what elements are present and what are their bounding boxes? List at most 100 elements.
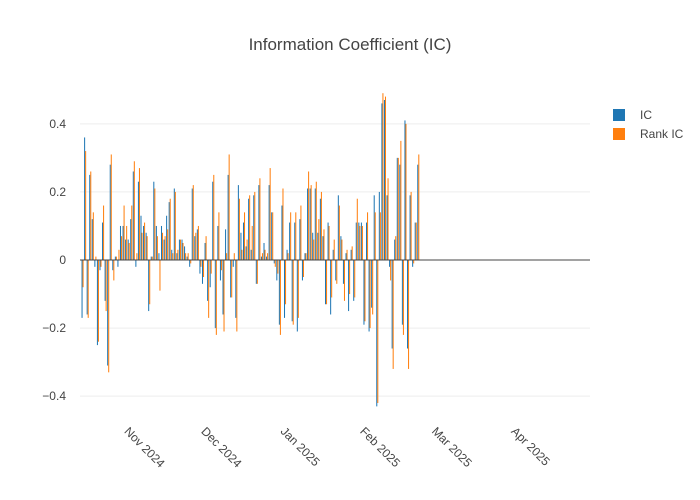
rank-ic-bar[interactable] [382,93,384,260]
ic-bar[interactable] [366,222,368,260]
rank-ic-bar[interactable] [249,195,251,260]
ic-bar[interactable] [276,260,278,281]
rank-ic-bar[interactable] [364,260,366,322]
ic-bar[interactable] [266,256,268,260]
ic-bar[interactable] [255,260,257,284]
rank-ic-bar[interactable] [415,222,417,260]
rank-ic-bar[interactable] [131,205,133,260]
rank-ic-bar[interactable] [410,191,412,260]
ic-bar[interactable] [171,249,173,260]
ic-bar[interactable] [317,232,319,260]
rank-ic-bar[interactable] [285,260,287,305]
rank-ic-bar[interactable] [82,260,84,288]
rank-ic-bar[interactable] [308,171,310,260]
ic-bar[interactable] [109,164,111,260]
ic-bar[interactable] [194,236,196,260]
rank-ic-bar[interactable] [418,154,420,260]
rank-ic-bar[interactable] [320,191,322,260]
ic-bar[interactable] [268,185,270,260]
rank-ic-bar[interactable] [292,260,294,325]
rank-ic-bar[interactable] [367,212,369,260]
rank-ic-bar[interactable] [279,260,281,335]
ic-bar[interactable] [201,260,204,284]
ic-bar[interactable] [301,260,303,281]
legend[interactable]: IC Rank IC [613,108,684,141]
rank-ic-bar[interactable] [251,225,253,260]
ic-bar[interactable] [119,225,122,260]
rank-ic-bar[interactable] [220,260,222,271]
rank-ic-bar[interactable] [203,260,205,278]
rank-ic-bar[interactable] [200,260,202,267]
rank-ic-bar[interactable] [369,260,371,329]
ic-bar[interactable] [242,222,245,260]
rank-ic-bar[interactable] [205,236,207,260]
rank-ic-bar[interactable] [133,161,135,260]
ic-bar[interactable] [148,260,150,312]
rank-ic-bar[interactable] [218,212,220,260]
rank-ic-bar[interactable] [313,239,315,260]
rank-ic-bar[interactable] [238,198,240,260]
rank-ic-bar[interactable] [331,260,333,298]
ic-bar[interactable] [327,222,329,260]
rank-ic-bar[interactable] [343,260,345,301]
rank-ic-bar[interactable] [338,205,340,260]
rank-ic-bar[interactable] [87,260,89,318]
rank-ic-bar[interactable] [128,242,130,260]
ic-bar[interactable] [260,256,262,260]
ic-bar[interactable] [322,236,324,260]
ic-bar[interactable] [335,260,337,281]
ic-bar[interactable] [140,215,142,260]
rank-ic-bar[interactable] [136,253,138,260]
ic-bar[interactable] [299,219,301,260]
rank-ic-bar[interactable] [392,260,394,369]
ic-bar[interactable] [168,202,170,260]
rank-ic-bar[interactable] [361,225,363,260]
ic-bar[interactable] [348,260,350,312]
rank-ic-bar[interactable] [144,222,146,260]
ic-bar[interactable] [250,249,252,260]
ic-bar[interactable] [378,191,380,260]
ic-bar[interactable] [209,260,211,288]
ic-bar[interactable] [376,260,378,407]
rank-ic-bar[interactable] [256,260,258,284]
rank-ic-bar[interactable] [190,260,192,264]
ic-bar[interactable] [319,198,321,260]
ic-bar[interactable] [286,249,288,260]
rank-ic-bar[interactable] [105,260,107,312]
ic-bar[interactable] [381,103,383,260]
ic-bar[interactable] [237,185,239,260]
rank-ic-bar[interactable] [400,140,402,260]
rank-ic-bar[interactable] [174,191,176,260]
rank-ic-bar[interactable] [408,260,410,369]
rank-ic-bar[interactable] [213,174,215,260]
rank-ic-bar[interactable] [85,151,87,260]
ic-bar[interactable] [155,225,157,260]
rank-ic-bar[interactable] [384,96,386,261]
ic-bar[interactable] [230,260,232,298]
rank-ic-bar[interactable] [359,225,361,260]
ic-bar[interactable] [394,239,396,260]
ic-bar[interactable] [225,229,227,260]
legend-label[interactable]: IC [640,108,652,122]
rank-ic-bar[interactable] [113,260,115,281]
rank-ic-bar[interactable] [179,239,181,260]
ic-bar[interactable] [122,225,124,260]
rank-ic-bar[interactable] [115,256,117,260]
rank-ic-bar[interactable] [226,253,228,260]
rank-ic-bar[interactable] [187,253,189,260]
rank-ic-bar[interactable] [97,260,99,342]
ic-bar[interactable] [396,157,398,260]
ic-bar[interactable] [204,242,206,260]
rank-ic-bar[interactable] [177,249,179,260]
ic-bar[interactable] [368,260,370,332]
rank-ic-bar[interactable] [110,154,112,260]
rank-ic-bar[interactable] [246,239,248,260]
rank-ic-bar[interactable] [215,260,217,335]
rank-ic-bar[interactable] [195,232,197,260]
rank-ic-bar[interactable] [208,260,210,318]
ic-bar[interactable] [217,225,219,260]
rank-ic-bar[interactable] [261,253,263,260]
rank-ic-bar[interactable] [397,157,399,260]
rank-ic-bar[interactable] [244,212,246,260]
rank-ic-bar[interactable] [146,236,148,260]
